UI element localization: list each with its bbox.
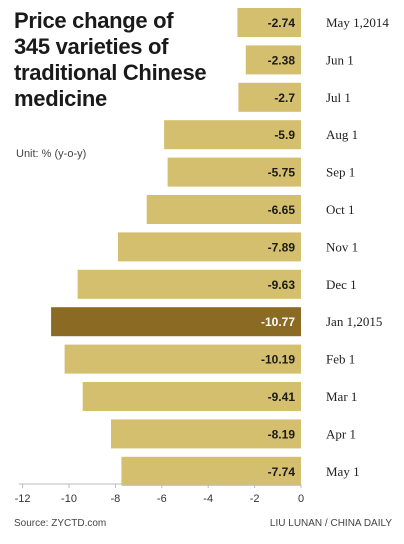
bar: [51, 307, 301, 337]
x-tick-label: -12: [15, 493, 31, 505]
bar-value-label: -7.89: [268, 240, 296, 254]
bar: [167, 157, 301, 187]
category-label: May 1: [326, 464, 360, 479]
bar: [237, 8, 301, 37]
bar: [121, 456, 302, 486]
bar: [118, 232, 301, 262]
x-tick-label: -6: [157, 493, 167, 505]
category-label: Jan 1,2015: [326, 314, 382, 329]
x-tick-label: 0: [298, 493, 304, 505]
source-note: Source: ZYCTD.com: [14, 518, 107, 529]
chart-title: Price change of 345 varieties of traditi…: [14, 8, 207, 111]
unit-label: Unit: % (y-o-y): [16, 148, 87, 160]
bar: [164, 120, 301, 150]
x-tick-label: -4: [203, 493, 213, 505]
bar-value-label: -2.7: [274, 91, 295, 105]
bar-value-label: -7.74: [268, 465, 296, 479]
x-tick-label: -2: [250, 493, 260, 505]
category-label: Jul 1: [326, 90, 351, 105]
bar: [238, 82, 301, 112]
category-label: Apr 1: [326, 426, 356, 441]
bar: [77, 269, 301, 299]
category-label: Mar 1: [326, 389, 357, 404]
bar-value-label: -6.65: [268, 203, 296, 217]
category-label: Nov 1: [326, 239, 358, 254]
category-label: May 1,2014: [326, 15, 389, 30]
x-tick-label: -8: [111, 493, 121, 505]
x-tick-label: -10: [61, 493, 77, 505]
bar-value-label: -9.63: [268, 278, 296, 292]
bar-value-label: -5.9: [274, 128, 295, 142]
bar: [111, 419, 301, 449]
category-label: Feb 1: [326, 352, 355, 367]
bar-value-label: -8.19: [268, 427, 296, 441]
bar-value-label: -9.41: [268, 390, 296, 404]
bar: [64, 344, 301, 374]
category-label: Sep 1: [326, 165, 355, 180]
bar-value-label: -10.77: [261, 315, 295, 329]
bar: [245, 45, 301, 75]
bar-value-label: -10.19: [261, 353, 295, 367]
credit-note: LIU LUNAN / CHINA DAILY: [269, 518, 392, 529]
category-label: Jun 1: [326, 52, 354, 67]
bar-value-label: -5.75: [268, 166, 296, 180]
category-label: Oct 1: [326, 202, 355, 217]
category-label: Dec 1: [326, 277, 357, 292]
bar: [82, 382, 301, 411]
bar-value-label: -2.74: [268, 16, 296, 30]
bar-value-label: -2.38: [268, 53, 296, 67]
category-label: Aug 1: [326, 127, 358, 142]
bar: [146, 195, 301, 224]
